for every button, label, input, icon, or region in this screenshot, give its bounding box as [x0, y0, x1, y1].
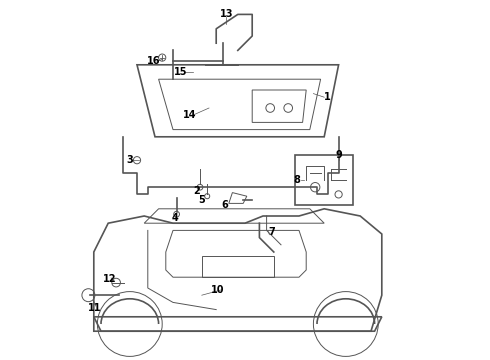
Text: 10: 10 [211, 285, 225, 295]
Text: 8: 8 [294, 175, 301, 185]
Text: 7: 7 [269, 227, 275, 237]
Text: 5: 5 [198, 195, 205, 205]
Text: 12: 12 [103, 274, 117, 284]
Bar [295, 155, 353, 205]
Text: 2: 2 [193, 186, 200, 196]
Text: 3: 3 [126, 155, 133, 165]
Text: 6: 6 [222, 200, 228, 210]
Text: 13: 13 [220, 9, 233, 19]
Text: 11: 11 [88, 303, 101, 313]
Text: 16: 16 [147, 56, 160, 66]
Text: 9: 9 [335, 150, 342, 160]
Bar [202, 256, 274, 277]
Text: 4: 4 [172, 213, 178, 223]
Text: 14: 14 [182, 110, 196, 120]
Text: 15: 15 [173, 67, 187, 77]
Text: 1: 1 [324, 92, 331, 102]
